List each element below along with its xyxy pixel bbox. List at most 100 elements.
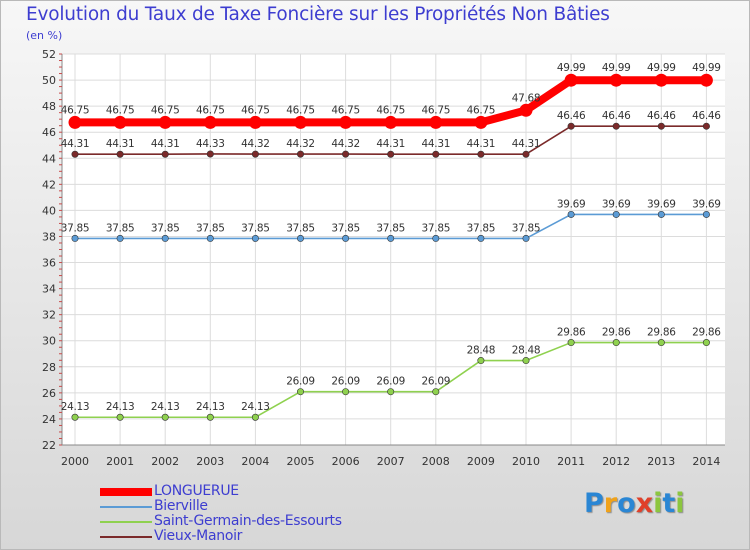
data-label: 49.99 — [557, 62, 586, 74]
data-label: 49.99 — [602, 62, 631, 74]
data-point — [251, 413, 259, 421]
data-point — [296, 234, 304, 242]
y-tick-label: 34 — [42, 283, 56, 296]
y-tick-label: 48 — [42, 100, 56, 113]
x-tick-label: 2005 — [287, 455, 315, 468]
data-point — [612, 122, 620, 130]
data-label: 44.31 — [512, 138, 541, 150]
logo-letter: i — [653, 488, 663, 519]
legend-swatch — [100, 536, 152, 538]
data-label: 46.75 — [61, 104, 90, 116]
data-point — [296, 150, 304, 158]
y-tick-label: 24 — [42, 413, 56, 426]
data-label: 46.46 — [602, 110, 631, 122]
x-tick-label: 2004 — [241, 455, 269, 468]
data-point — [477, 234, 485, 242]
legend-swatch — [100, 506, 152, 508]
y-tick-label: 46 — [42, 126, 56, 139]
data-point — [206, 234, 214, 242]
logo-letter: P — [584, 488, 604, 519]
data-point — [432, 388, 440, 396]
data-label: 49.99 — [647, 62, 676, 74]
data-point — [477, 150, 485, 158]
x-tick-label: 2010 — [512, 455, 540, 468]
data-point — [71, 413, 79, 421]
data-label: 39.69 — [647, 198, 676, 210]
data-label: 44.33 — [196, 138, 225, 150]
data-point — [702, 339, 710, 347]
legend-label: Bierville — [154, 498, 208, 514]
data-label: 24.13 — [61, 401, 90, 413]
data-point — [113, 115, 127, 129]
data-point — [612, 210, 620, 218]
data-point — [699, 73, 713, 87]
data-label: 46.75 — [331, 104, 360, 116]
legend-label: Saint-Germain-des-Essourts — [154, 513, 342, 529]
data-label: 46.75 — [151, 104, 180, 116]
data-label: 29.86 — [602, 327, 631, 339]
data-point — [702, 122, 710, 130]
data-point — [251, 234, 259, 242]
data-point — [567, 210, 575, 218]
data-point — [387, 234, 395, 242]
data-point — [387, 388, 395, 396]
data-point — [294, 115, 307, 129]
data-point — [161, 413, 169, 421]
data-label: 39.69 — [692, 198, 721, 210]
data-label: 46.46 — [647, 110, 676, 122]
y-tick-label: 32 — [42, 309, 56, 322]
data-label: 46.75 — [422, 104, 451, 116]
data-label: 26.09 — [422, 376, 451, 388]
data-label: 37.85 — [61, 222, 90, 234]
legend-swatch — [100, 488, 152, 496]
data-label: 44.31 — [106, 138, 135, 150]
data-point — [654, 73, 668, 87]
data-label: 46.75 — [467, 104, 496, 116]
data-label: 37.85 — [286, 222, 315, 234]
data-label: 46.75 — [286, 104, 315, 116]
data-label: 46.75 — [376, 104, 405, 116]
data-point — [657, 122, 665, 130]
x-tick-label: 2012 — [602, 455, 630, 468]
y-tick-label: 38 — [42, 230, 56, 243]
x-tick-label: 2003 — [196, 455, 224, 468]
data-point — [68, 115, 82, 129]
data-label: 44.31 — [422, 138, 451, 150]
data-point — [158, 115, 172, 129]
data-label: 47.68 — [512, 92, 541, 104]
data-label: 26.09 — [376, 376, 405, 388]
data-label: 28.48 — [512, 345, 541, 357]
legend-swatch — [100, 521, 152, 523]
y-tick-label: 42 — [42, 178, 56, 191]
data-point — [384, 115, 398, 129]
data-label: 24.13 — [196, 401, 225, 413]
data-point — [477, 357, 485, 365]
data-label: 44.32 — [331, 138, 360, 150]
x-tick-label: 2001 — [106, 455, 134, 468]
data-point — [161, 150, 169, 158]
data-label: 24.13 — [106, 401, 135, 413]
data-point — [161, 234, 169, 242]
x-tick-label: 2008 — [422, 455, 450, 468]
data-label: 39.69 — [557, 198, 586, 210]
data-label: 24.13 — [151, 401, 180, 413]
data-point — [203, 115, 217, 129]
data-point — [342, 388, 350, 396]
data-point — [429, 115, 443, 129]
data-point — [522, 357, 530, 365]
x-tick-label: 2002 — [151, 455, 179, 468]
y-tick-label: 50 — [42, 74, 56, 87]
data-label: 29.86 — [647, 327, 676, 339]
y-tick-label: 52 — [42, 48, 56, 61]
data-label: 44.31 — [467, 138, 496, 150]
data-point — [342, 150, 350, 158]
x-tick-label: 2006 — [332, 455, 360, 468]
data-label: 46.46 — [692, 110, 721, 122]
data-label: 44.32 — [241, 138, 270, 150]
data-label: 37.85 — [241, 222, 270, 234]
data-point — [702, 210, 710, 218]
data-point — [564, 73, 578, 87]
data-label: 49.99 — [692, 62, 721, 74]
data-point — [567, 339, 575, 347]
